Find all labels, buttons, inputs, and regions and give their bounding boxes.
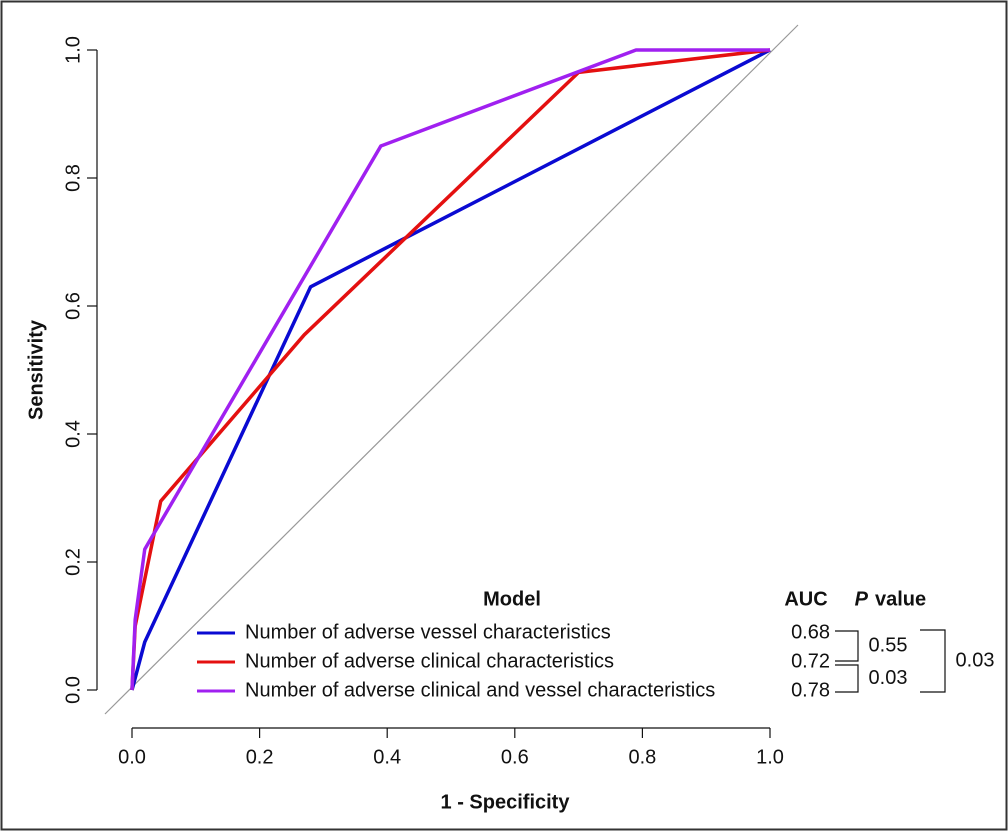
- x-tick-label: 0.4: [373, 746, 401, 768]
- y-axis-title: Sensitivity: [25, 319, 47, 420]
- reference-line: [104, 24, 799, 715]
- y-tick-label: 0.2: [62, 548, 84, 576]
- p-header-symbol: P: [855, 588, 869, 610]
- roc-line: [130, 48, 771, 691]
- p-bracket: [835, 664, 859, 693]
- x-tick-label: 0.2: [246, 746, 274, 768]
- auc-value: 0.72: [791, 650, 830, 672]
- x-tick-label: 0.6: [501, 746, 529, 768]
- legend-title: Model: [483, 588, 541, 610]
- p-value: 0.55: [869, 634, 908, 656]
- roc-line: [130, 48, 770, 691]
- auc-value: 0.78: [791, 679, 830, 701]
- p-bracket: [920, 629, 946, 693]
- p-value: 0.03: [956, 649, 995, 671]
- legend-label: Number of adverse vessel characteristics: [245, 621, 611, 643]
- x-axis-title: 1 - Specificity: [441, 791, 571, 813]
- p-value: 0.03: [869, 667, 908, 689]
- legend-label: Number of adverse clinical and vessel ch…: [245, 679, 715, 701]
- p-header-text: value: [875, 588, 926, 610]
- x-tick-label: 1.0: [756, 746, 784, 768]
- x-tick-label: 0.8: [628, 746, 656, 768]
- y-tick-label: 0.0: [62, 676, 84, 704]
- y-tick-label: 0.8: [62, 164, 84, 192]
- auc-value: 0.68: [791, 621, 830, 643]
- legend-label: Number of adverse clinical characteristi…: [245, 650, 614, 672]
- x-tick-label: 0.0: [118, 746, 146, 768]
- y-tick-label: 0.4: [62, 420, 84, 448]
- y-tick-label: 1.0: [62, 36, 84, 64]
- auc-header: AUC: [784, 588, 827, 610]
- p-bracket: [835, 630, 859, 662]
- y-tick-label: 0.6: [62, 292, 84, 320]
